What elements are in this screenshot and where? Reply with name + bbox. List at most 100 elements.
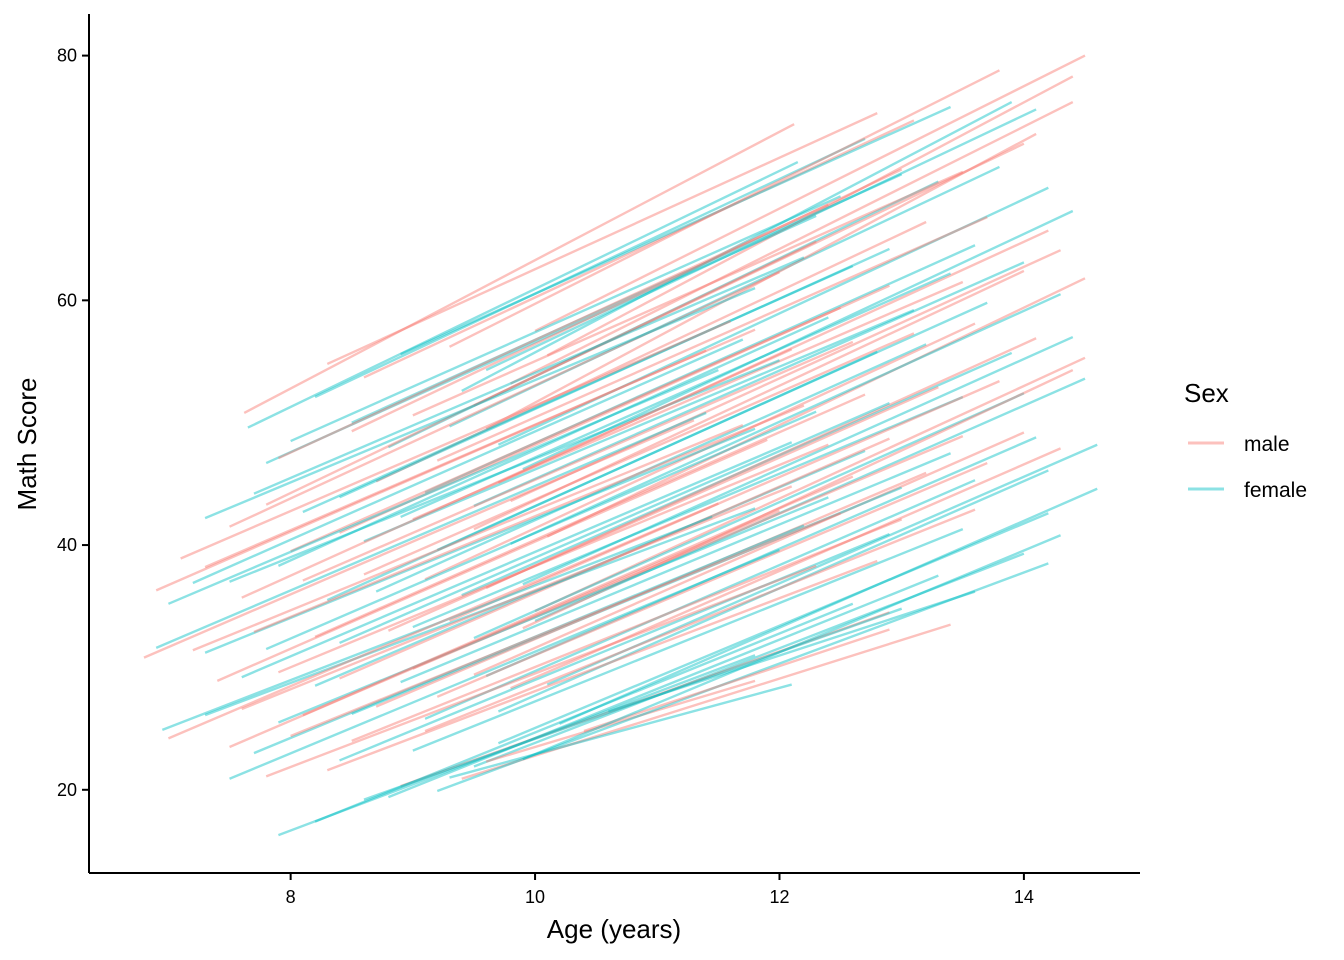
- series-line-male-1: [326, 112, 878, 366]
- series-line-male-47: [302, 475, 854, 717]
- series-line-female-4: [461, 101, 1013, 392]
- series-line-female-16: [302, 264, 854, 514]
- series-line-female-13: [339, 247, 890, 499]
- series-line-female-49: [339, 532, 890, 762]
- series-line-male-25: [180, 320, 732, 560]
- series-line-female-33: [339, 402, 890, 645]
- series-line-male-37: [192, 424, 744, 652]
- series-line-male-20: [412, 280, 964, 521]
- series-line-female-38: [314, 449, 866, 687]
- series-line-female-62: [608, 590, 976, 713]
- series-line-female-10: [497, 186, 1049, 446]
- series-line-male-32: [522, 368, 1074, 630]
- series-line-male-52: [351, 518, 903, 742]
- series-line-female-3: [485, 108, 1037, 372]
- series-line-male-59: [583, 628, 890, 733]
- series-line-female-7: [290, 195, 842, 443]
- y-axis-ticks: 20 40 60 80: [57, 46, 89, 800]
- series-line-female-46: [204, 507, 756, 717]
- series-line-female-19: [510, 293, 1062, 545]
- series-line-female-52: [559, 487, 1098, 725]
- series-lines: [143, 54, 1098, 837]
- series-line-female-40: [485, 436, 1037, 678]
- series-line-male-7: [277, 203, 829, 460]
- series-line-female-35: [204, 427, 756, 654]
- series-line-male-36: [253, 404, 805, 634]
- series-line-female-20: [436, 301, 988, 552]
- series-line-male-49: [167, 502, 719, 740]
- series-line-female-25: [229, 359, 780, 583]
- series-line-female-17: [400, 272, 952, 519]
- series-line-male-55: [265, 564, 817, 778]
- series-line-male-54: [326, 559, 878, 772]
- series-line-female-2: [400, 105, 952, 356]
- series-line-male-17: [510, 249, 1062, 503]
- series-line-female-41: [546, 443, 1098, 686]
- series-line-male-30: [485, 337, 1037, 589]
- series-line-female-56: [314, 602, 854, 823]
- x-tick-label: 8: [286, 887, 296, 907]
- y-tick-label: 60: [57, 290, 77, 310]
- series-line-male-3: [448, 69, 1000, 348]
- series-line-male-18: [546, 277, 1086, 538]
- legend-label-male: male: [1244, 433, 1290, 456]
- series-line-female-39: [400, 452, 952, 684]
- series-line-male-0: [243, 123, 795, 414]
- series-line-male-57: [461, 623, 951, 780]
- series-line-male-39: [216, 438, 768, 682]
- series-line-male-26: [241, 348, 793, 599]
- y-tick-label: 80: [57, 46, 77, 66]
- series-line-male-21: [339, 284, 890, 534]
- series-line-female-53: [473, 552, 1025, 768]
- legend-title: Sex: [1184, 378, 1229, 408]
- legend: Sex male female: [1184, 378, 1307, 502]
- series-line-male-29: [424, 322, 976, 581]
- series-line-male-13: [265, 240, 817, 506]
- series-line-male-19: [473, 269, 1025, 531]
- series-line-male-16: [497, 229, 1049, 484]
- series-line-male-43: [473, 431, 1025, 676]
- series-line-female-23: [192, 338, 744, 585]
- series-line-female-54: [229, 548, 780, 780]
- series-line-female-59: [522, 534, 1062, 761]
- series-line-male-2: [363, 119, 915, 379]
- series-line-female-42: [497, 469, 1049, 713]
- series-line-female-28: [461, 351, 1013, 597]
- series-line-male-9: [412, 170, 964, 417]
- series-line-female-6: [265, 214, 817, 465]
- series-line-male-14: [229, 271, 780, 528]
- series-line-male-15: [436, 216, 988, 462]
- series-line-male-46: [375, 471, 927, 708]
- series-line-male-33: [449, 379, 1000, 623]
- series-line-female-58: [436, 562, 1049, 793]
- series-line-male-56: [400, 611, 890, 788]
- series-line-female-32: [412, 395, 964, 629]
- series-line-female-60: [363, 607, 903, 801]
- y-tick-label: 20: [57, 780, 77, 800]
- series-line-male-27: [302, 340, 854, 582]
- series-line-female-24: [167, 368, 719, 605]
- series-line-male-31: [534, 356, 1086, 613]
- legend-label-female: female: [1244, 479, 1307, 502]
- series-line-female-8: [387, 180, 939, 449]
- series-line-female-48: [253, 524, 805, 755]
- series-line-male-50: [229, 509, 780, 749]
- series-line-male-42: [412, 435, 964, 670]
- x-tick-label: 12: [769, 887, 789, 907]
- series-line-male-51: [290, 512, 842, 738]
- series-line-female-9: [449, 165, 1000, 428]
- series-line-female-29: [522, 335, 1074, 586]
- series-line-male-12: [375, 220, 927, 483]
- series-line-female-21: [363, 309, 915, 543]
- series-line-female-43: [424, 479, 976, 720]
- series-line-male-24: [155, 349, 707, 592]
- series-line-female-31: [473, 392, 1025, 640]
- series-line-male-53: [424, 508, 976, 733]
- y-axis-title: Math Score: [12, 378, 42, 511]
- series-line-female-61: [449, 683, 793, 779]
- series-line-male-44: [510, 447, 1062, 690]
- series-line-female-55: [387, 574, 939, 799]
- series-line-female-0: [247, 160, 799, 429]
